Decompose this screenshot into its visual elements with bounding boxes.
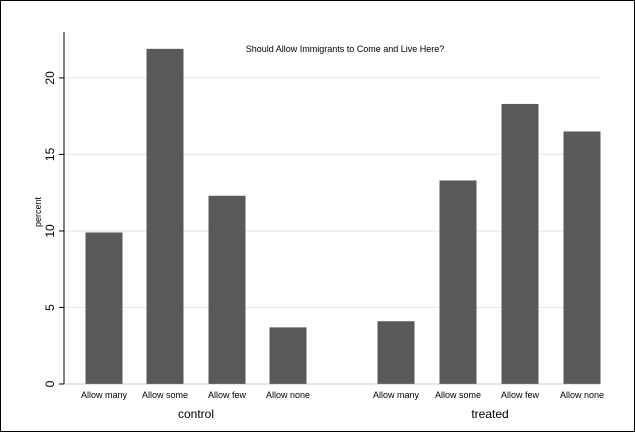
x-tick-label: Allow few xyxy=(501,390,540,400)
x-labels: Allow many Allow some Allow few Allow none c… xyxy=(81,390,604,421)
y-tick-label: 15 xyxy=(43,147,57,161)
y-axis: 0 5 10 15 20 xyxy=(43,32,600,387)
x-tick-label: Allow many xyxy=(373,390,420,400)
x-tick-label: Allow none xyxy=(266,390,310,400)
bar xyxy=(85,232,123,384)
bar xyxy=(439,180,477,384)
bar xyxy=(269,327,307,384)
chart-title: Should Allow Immigrants to Come and Live… xyxy=(246,44,445,54)
y-axis-label: percent xyxy=(33,196,43,227)
x-tick-label: Allow some xyxy=(142,390,188,400)
group-label: control xyxy=(178,407,214,421)
bar xyxy=(563,131,601,384)
y-tick-label: 10 xyxy=(43,224,57,238)
x-tick-label: Allow none xyxy=(560,390,604,400)
bars xyxy=(85,48,601,385)
y-tick-label: 5 xyxy=(43,304,57,311)
bar xyxy=(501,103,539,385)
group-label: treated xyxy=(471,407,508,421)
bar xyxy=(146,48,184,385)
y-tick-label: 20 xyxy=(43,71,57,85)
bar xyxy=(208,195,246,384)
x-tick-label: Allow few xyxy=(208,390,247,400)
x-tick-label: Allow some xyxy=(435,390,481,400)
x-tick-label: Allow many xyxy=(81,390,128,400)
y-tick-label: 0 xyxy=(43,380,57,387)
bar xyxy=(377,321,415,384)
